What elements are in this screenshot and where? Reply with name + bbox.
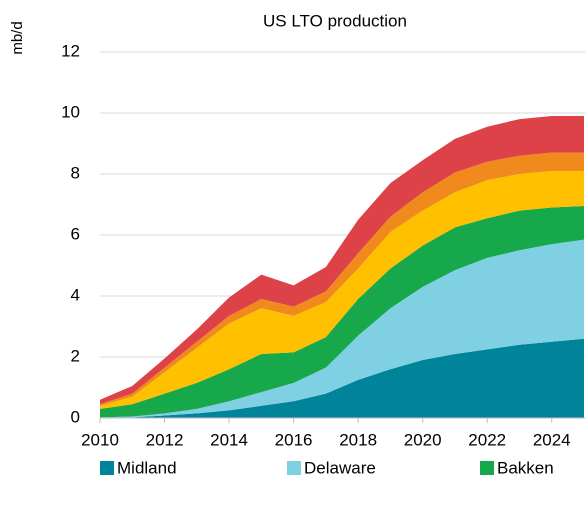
legend-swatch [100,461,114,475]
area [100,239,584,418]
legend-label: Bakken [497,458,554,477]
x-tick-label: 2018 [339,430,377,449]
y-tick-label: 2 [71,346,80,365]
x-tick-label: 2024 [533,430,571,449]
area [100,338,584,418]
area [100,170,584,409]
y-tick-label: 0 [71,407,80,426]
x-tick-label: 2012 [146,430,184,449]
y-tick-label: 10 [61,102,80,121]
y-tick-label: 4 [71,285,80,304]
y-tick-label: 8 [71,163,80,182]
area [100,116,584,405]
y-axis-label: mb/d [9,21,26,54]
y-tick-label: 12 [61,41,80,60]
x-tick-label: 2014 [210,430,248,449]
legend-swatch [287,461,301,475]
legend-label: Delaware [304,458,376,477]
legend-label: Midland [117,458,177,477]
legend-swatch [480,461,494,475]
y-tick-label: 6 [71,224,80,243]
x-tick-label: 2016 [275,430,313,449]
area [100,206,584,418]
x-tick-label: 2010 [81,430,119,449]
x-tick-label: 2022 [468,430,506,449]
x-tick-label: 2020 [404,430,442,449]
area [100,152,584,406]
chart-title: US LTO production [263,11,407,30]
